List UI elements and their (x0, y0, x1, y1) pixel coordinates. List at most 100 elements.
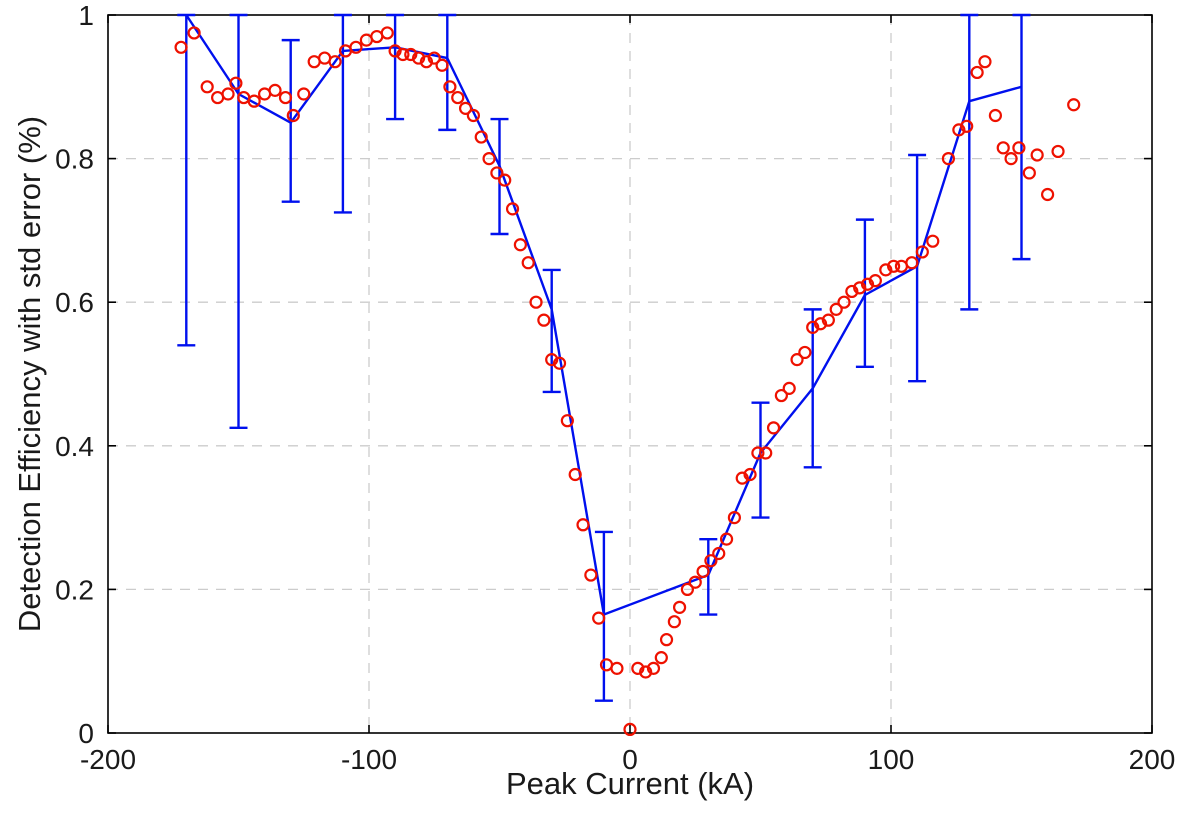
scatter-point (659, 633, 674, 647)
scatter-point (427, 51, 441, 65)
scatter-point (790, 353, 804, 367)
y-tick-label: 0 (78, 718, 94, 749)
scatter-point (1067, 98, 1081, 112)
scatter-point (766, 421, 781, 435)
scatter-point (419, 55, 434, 69)
scatter-point (978, 55, 992, 69)
scatter-point (879, 263, 893, 277)
scatter-point (727, 510, 742, 525)
scatter-point (680, 582, 695, 597)
x-tick-label: 0 (622, 744, 638, 775)
scatter-point (498, 173, 512, 187)
scatter-point (349, 40, 363, 54)
scatter-point (845, 284, 859, 299)
scatter-point (631, 661, 645, 675)
scatter-point (735, 471, 749, 485)
scatter-point (537, 313, 551, 327)
x-tick-label: -200 (80, 744, 136, 775)
scatter-point (388, 44, 402, 58)
y-tick-label: 0.6 (55, 287, 94, 318)
scatter-point (435, 58, 449, 72)
scatter-point (887, 259, 901, 273)
scatter-point (200, 80, 214, 94)
scatter-point (853, 281, 867, 295)
scatter-point (560, 414, 574, 428)
y-axis-label: Detection Efficiency with std error (%) (12, 115, 47, 633)
scatter-point (704, 554, 718, 568)
scatter-point (174, 40, 188, 54)
scatter-point (806, 320, 820, 334)
error-bars (177, 13, 1031, 702)
scatter-point (654, 651, 668, 665)
scatter-point (568, 467, 582, 482)
scatter-point (813, 317, 828, 331)
scatter-point (411, 51, 426, 65)
scatter-point (513, 238, 527, 252)
y-tick-label: 0.8 (55, 144, 94, 175)
tick-labels: -200 -100 0 100 200 0 0.2 0.4 0.6 0.8 1 (55, 0, 1175, 775)
scatter-point (860, 277, 875, 291)
scatter-point (1022, 166, 1036, 180)
scatter-point (905, 256, 919, 270)
scatter-point (821, 313, 835, 327)
scatter-point (1004, 152, 1018, 166)
scatter-point (672, 600, 687, 614)
scatter-point (829, 302, 843, 316)
scatter-point (268, 83, 282, 97)
scatter-point (458, 101, 473, 115)
scatter-point (247, 94, 261, 108)
scatter-point (759, 446, 773, 460)
scatter-point (552, 356, 567, 370)
scatter-point (404, 47, 418, 62)
scatter-point (529, 295, 543, 309)
scatter-point (646, 661, 661, 675)
plot-border (107, 14, 1153, 734)
scatter-point (474, 130, 488, 144)
scatter-point (960, 119, 974, 133)
scatter-point (221, 87, 235, 101)
scatter-point (798, 345, 812, 360)
y-tick-label: 0.4 (55, 431, 94, 462)
x-tick-label: 200 (1129, 744, 1176, 775)
x-tick-label: 100 (868, 744, 915, 775)
scatter-point (576, 518, 590, 532)
scatter-point (719, 532, 734, 546)
scatter-point (743, 467, 757, 482)
scatter-point (837, 295, 851, 309)
scatter-point (490, 166, 504, 180)
scatter-point (941, 152, 956, 166)
scatter-point (639, 665, 653, 679)
scatter-point (782, 381, 796, 395)
scatter-point (667, 615, 681, 629)
scatter-point (1051, 144, 1065, 159)
scatter-point (521, 256, 535, 270)
scatter-point (926, 234, 940, 248)
scatter-point (868, 274, 882, 288)
y-tick-label: 1 (78, 0, 94, 31)
scatter-point (1012, 141, 1026, 155)
scatter-point (229, 76, 243, 90)
scatter-point (187, 26, 201, 40)
scatter-point (505, 202, 520, 216)
scatter-point (996, 141, 1010, 155)
mean-line-path (185, 14, 1022, 616)
scatter-point (915, 245, 929, 259)
scatter-point (297, 87, 311, 101)
scatter-point (952, 123, 966, 137)
scatter-point (328, 55, 342, 69)
scatter-point (774, 388, 788, 403)
scatter-point (286, 108, 300, 123)
scatter-point (584, 568, 598, 582)
scatter-point (696, 564, 710, 579)
scatter-point (451, 90, 465, 105)
scatter-point (610, 661, 624, 675)
scatter-point (278, 90, 293, 105)
scatter-point (1030, 148, 1044, 162)
scatter-point (688, 575, 702, 589)
scatter-point (443, 80, 457, 94)
scatter-point (970, 65, 984, 80)
scatter-point (482, 152, 496, 166)
scatter-point (466, 108, 480, 123)
